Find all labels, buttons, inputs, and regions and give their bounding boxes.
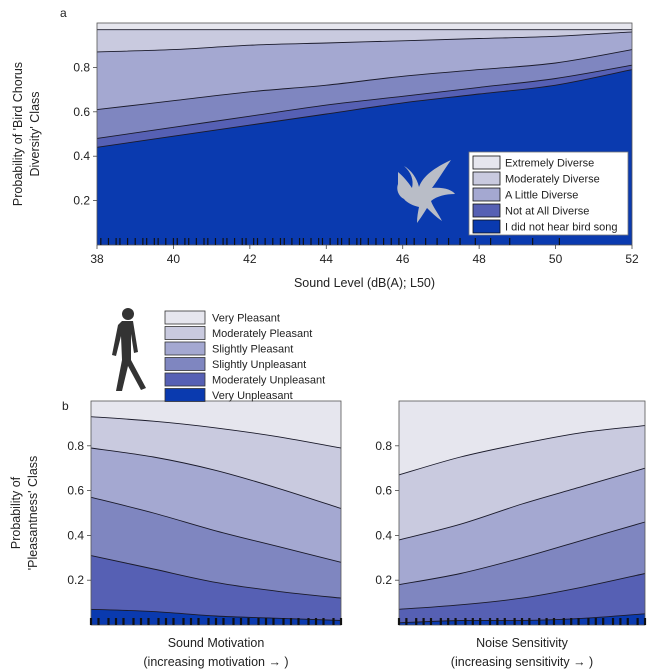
x-tick-label: 50 (549, 252, 563, 266)
legend-label: A Little Diverse (505, 190, 578, 202)
plot-frame (96, 22, 633, 246)
legend-label: I did not hear bird song (505, 222, 618, 234)
rug (89, 618, 343, 625)
x-tick-label: 38 (90, 252, 104, 266)
boundary-line-2 (398, 467, 646, 541)
walking-person-icon (112, 308, 146, 391)
y-tick-label: 0.2 (67, 573, 84, 587)
legend-label: Moderately Unpleasant (212, 375, 325, 387)
legend-swatch (164, 372, 206, 387)
legend-bird-diversity: Extremely Diverse Moderately Diverse A Lit… (468, 151, 629, 236)
boundary-line-3 (90, 496, 342, 563)
band-moderately-unpleasant (399, 573, 645, 625)
legend-label: Extremely Diverse (505, 158, 594, 170)
legend-swatch (164, 357, 206, 371)
boundary-line-4 (398, 573, 646, 610)
legend-swatch (472, 203, 501, 218)
band-very-unpleasant (399, 613, 645, 625)
boundary-line-2 (96, 31, 633, 53)
legend-swatch (164, 388, 206, 402)
x-tick-label: 42 (243, 252, 257, 266)
boundary-line-1 (398, 425, 646, 476)
legend-label: Very Unpleasant (212, 390, 293, 402)
panel-b-label: b (62, 399, 69, 413)
chart-panel-1: 0.2 0.4 0.6 0.8 Sound Motivation (increasing … (9, 400, 343, 669)
legend-swatch (472, 219, 501, 234)
x-axis-label: Sound Level (dB(A); L50) (294, 276, 435, 290)
bird-silhouette-icon (397, 160, 455, 223)
y-axis-label-line: Diversity' Class (28, 91, 42, 176)
x-tick-label: 44 (320, 252, 334, 266)
y-tick-label: 0.2 (375, 573, 392, 587)
rug (100, 238, 560, 245)
legend-swatch (472, 171, 501, 186)
boundary-line-1 (90, 416, 342, 449)
legend-swatch (164, 341, 206, 356)
boundary-line-3 (398, 521, 646, 586)
y-tick-label: 0.8 (73, 60, 90, 74)
boundary-line-4 (90, 555, 342, 599)
x-tick-label: 46 (396, 252, 410, 266)
legend-pleasantness: Very Pleasant Moderately Pleasant Slightly… (164, 310, 325, 402)
x-axis-label-line: Sound Motivation (168, 636, 265, 650)
band-moderately-unpleasant (91, 555, 341, 625)
y-tick-label: 0.8 (67, 439, 84, 453)
y-tick-label: 0.2 (73, 194, 90, 208)
x-tick-label: 40 (167, 252, 181, 266)
rug (397, 618, 647, 625)
boundary-line-5 (96, 69, 633, 148)
x-tick-label: 52 (625, 252, 639, 266)
x-axis-label-line: (increasing motivation → ) (143, 655, 288, 669)
legend-label: Slightly Unpleasant (212, 359, 306, 371)
x-axis-label-line: (increasing sensitivity → ) (451, 655, 593, 669)
y-tick-label: 0.4 (67, 528, 84, 542)
legend-label: Slightly Pleasant (212, 344, 293, 356)
y-tick-label: 0.6 (67, 484, 84, 498)
chart-panel-2: 0.2 0.4 0.6 0.8 Noise Sensitivity (increasing… (375, 400, 647, 669)
boundary-line-2 (90, 447, 342, 509)
y-tick-label: 0.6 (375, 484, 392, 498)
y-axis-label-line: Probability of 'Bird Chorus (11, 62, 25, 206)
x-axis-label-line: Noise Sensitivity (476, 636, 568, 650)
legend-swatch (164, 326, 206, 340)
boundary-line-3 (96, 49, 633, 111)
y-tick-label: 0.6 (73, 105, 90, 119)
legend-swatch (472, 187, 501, 202)
legend-swatch (164, 310, 206, 325)
band-very-unpleasant (91, 609, 341, 625)
legend-label: Moderately Diverse (505, 174, 600, 186)
y-axis-label-line: 'Pleasantness' Class (26, 456, 40, 571)
legend-label: Not at All Diverse (505, 206, 589, 218)
y-axis-label-line: Probability of (9, 476, 23, 549)
y-tick-label: 0.4 (73, 149, 90, 163)
x-tick-label: 48 (472, 252, 486, 266)
legend-label: Moderately Pleasant (212, 328, 312, 340)
legend-label: Very Pleasant (212, 313, 280, 325)
boundary-line-4 (96, 64, 633, 139)
panel-a-label: a (60, 6, 67, 20)
y-tick-label: 0.4 (375, 528, 392, 542)
y-tick-label: 0.8 (375, 439, 392, 453)
legend-swatch (472, 155, 501, 170)
